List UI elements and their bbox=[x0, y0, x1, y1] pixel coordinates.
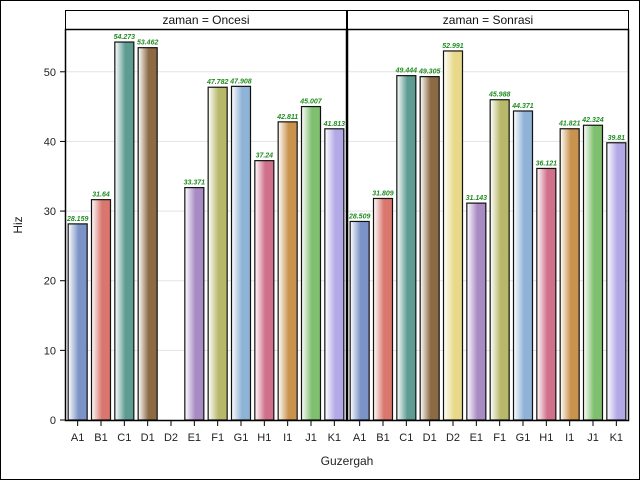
bar-k1 bbox=[324, 128, 345, 421]
x-tick-label: J1 bbox=[305, 432, 317, 444]
bar-g1 bbox=[230, 85, 252, 421]
data-label: 42.324 bbox=[581, 117, 604, 124]
data-label: 31.64 bbox=[92, 192, 110, 199]
data-label: 31.809 bbox=[372, 190, 394, 197]
x-tick-label: E1 bbox=[470, 432, 483, 444]
data-label: 44.371 bbox=[511, 103, 534, 110]
data-label: 28.159 bbox=[66, 216, 89, 223]
data-label: 47.782 bbox=[206, 79, 229, 86]
data-label: 41.813 bbox=[323, 121, 346, 128]
bar-e1 bbox=[466, 202, 487, 421]
x-tick-label: D1 bbox=[141, 432, 155, 444]
x-tick-label: A1 bbox=[71, 432, 84, 444]
x-axis-title: Guzergah bbox=[321, 454, 374, 468]
data-label: 52.991 bbox=[442, 43, 464, 50]
x-tick-label: B1 bbox=[94, 432, 107, 444]
x-tick-label: I1 bbox=[283, 432, 292, 444]
x-tick-label: C1 bbox=[399, 432, 413, 444]
data-label: 54.273 bbox=[114, 34, 136, 41]
data-label: 31.143 bbox=[466, 195, 488, 202]
x-tick-label: F1 bbox=[211, 432, 224, 444]
y-axis-title: Hiz bbox=[11, 216, 25, 233]
y-tick-label: 0 bbox=[50, 415, 56, 427]
bar-e1 bbox=[184, 186, 205, 421]
y-tick-label: 30 bbox=[44, 206, 56, 218]
panel-frame-left bbox=[64, 28, 348, 422]
bar-h1 bbox=[536, 167, 557, 421]
x-tick-label: G1 bbox=[234, 432, 249, 444]
x-tick-label: J1 bbox=[587, 432, 599, 444]
y-tick-label: 20 bbox=[44, 276, 56, 288]
bar-j1 bbox=[300, 105, 322, 421]
panel-title-left: zaman = Oncesi bbox=[162, 13, 249, 27]
bar-b1 bbox=[372, 197, 394, 421]
data-label: 39.81 bbox=[608, 135, 626, 142]
bar-a1 bbox=[67, 223, 88, 421]
x-tick-label: B1 bbox=[376, 432, 389, 444]
y-tick-label: 50 bbox=[44, 67, 56, 79]
x-tick-label: G1 bbox=[516, 432, 531, 444]
x-tick-label: I1 bbox=[565, 432, 574, 444]
data-label: 37.24 bbox=[256, 153, 274, 160]
data-label: 49.444 bbox=[395, 68, 418, 75]
bar-c1 bbox=[396, 75, 417, 421]
x-tick-label: E1 bbox=[188, 432, 201, 444]
bar-i1 bbox=[277, 121, 298, 421]
x-tick-label: H1 bbox=[257, 432, 271, 444]
bar-a1 bbox=[349, 220, 370, 421]
x-tick-label: C1 bbox=[117, 432, 131, 444]
panel-frame-right bbox=[346, 28, 630, 422]
x-tick-label: F1 bbox=[493, 432, 506, 444]
bar-b1 bbox=[90, 199, 112, 421]
x-tick-label: D1 bbox=[423, 432, 437, 444]
bar-f1 bbox=[489, 99, 510, 421]
bar-d2 bbox=[442, 50, 464, 421]
data-label: 33.371 bbox=[184, 180, 206, 187]
bar-d1 bbox=[137, 47, 158, 421]
data-label: 36.121 bbox=[536, 160, 558, 167]
data-label: 42.811 bbox=[276, 114, 298, 121]
data-label: 41.821 bbox=[558, 121, 581, 128]
data-label: 45.007 bbox=[299, 99, 323, 106]
panel-title-right: zaman = Sonrasi bbox=[443, 13, 533, 27]
bar-g1 bbox=[512, 110, 534, 421]
bar-f1 bbox=[207, 86, 228, 421]
bar-c1 bbox=[114, 41, 135, 421]
bar-h1 bbox=[254, 160, 275, 421]
bar-k1 bbox=[606, 142, 627, 421]
x-tick-label: H1 bbox=[539, 432, 553, 444]
x-tick-label: D2 bbox=[446, 432, 460, 444]
bar-d1 bbox=[419, 76, 440, 421]
data-label: 28.509 bbox=[348, 213, 371, 220]
x-tick-label: D2 bbox=[164, 432, 178, 444]
data-label: 45.988 bbox=[488, 92, 511, 99]
data-label: 47.908 bbox=[229, 78, 252, 85]
x-tick-label: K1 bbox=[610, 432, 623, 444]
x-tick-label: K1 bbox=[328, 432, 341, 444]
data-label: 53.462 bbox=[137, 40, 159, 47]
data-label: 49.305 bbox=[418, 69, 441, 76]
x-tick-label: A1 bbox=[353, 432, 366, 444]
y-tick-label: 10 bbox=[44, 345, 56, 357]
bar-j1 bbox=[582, 124, 604, 421]
bar-i1 bbox=[559, 128, 580, 421]
y-tick-label: 40 bbox=[44, 136, 56, 148]
